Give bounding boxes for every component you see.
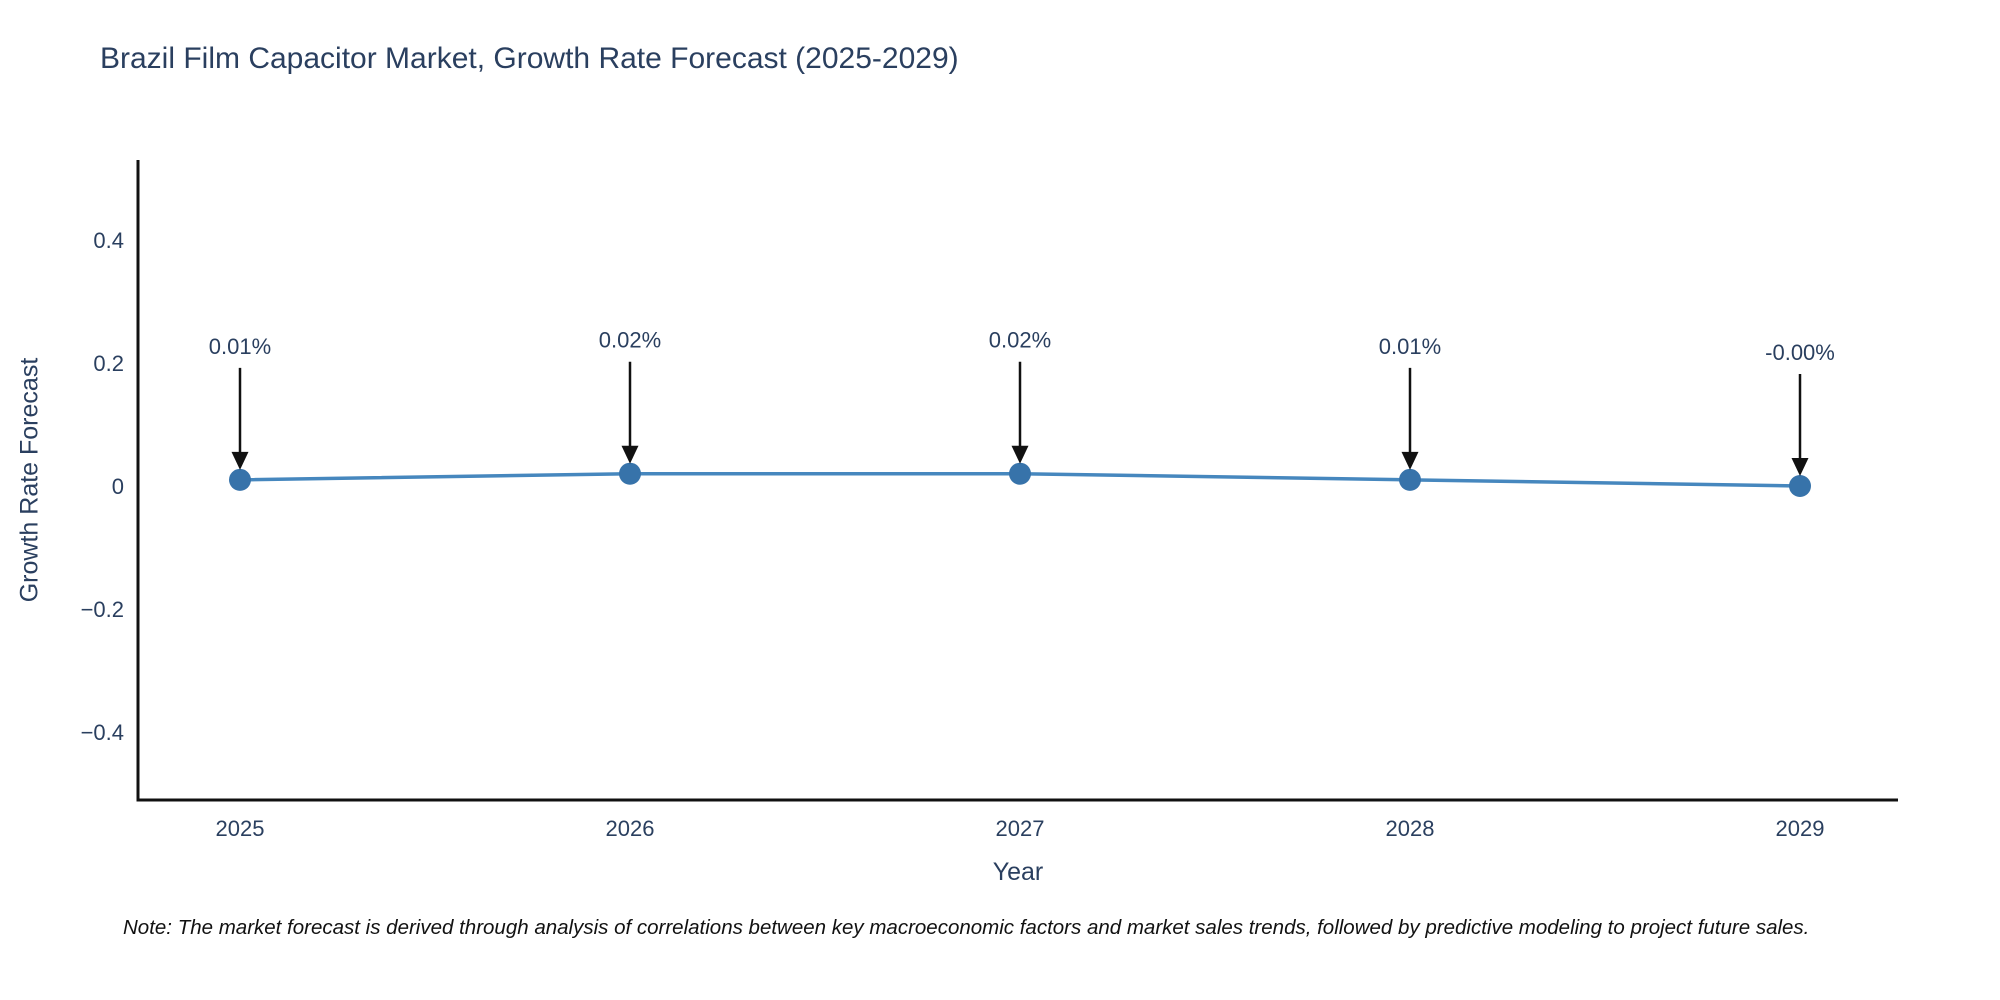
data-point-marker [1009, 462, 1031, 485]
x-tick-label: 2029 [1776, 816, 1825, 841]
annotation-arrowhead [1011, 445, 1029, 464]
annotation-label: 0.01% [209, 334, 271, 359]
y-tick-label: −0.4 [81, 720, 124, 745]
data-point-marker [229, 468, 251, 491]
footnote: Note: The market forecast is derived thr… [123, 916, 1810, 939]
x-tick-label: 2025 [216, 816, 265, 841]
data-point-marker [1399, 468, 1421, 491]
chart-title: Brazil Film Capacitor Market, Growth Rat… [100, 42, 959, 75]
annotation-arrowhead [621, 445, 639, 464]
annotation-label: 0.01% [1379, 334, 1441, 359]
annotation-arrowhead [1401, 451, 1419, 470]
y-tick-label: 0.2 [93, 351, 124, 376]
x-tick-label: 2028 [1386, 816, 1435, 841]
y-tick-label: 0 [112, 474, 124, 499]
x-tick-label: 2026 [606, 816, 655, 841]
x-tick-label: 2027 [996, 816, 1045, 841]
annotation-arrowhead [1791, 458, 1809, 476]
data-point-marker [1789, 475, 1811, 497]
annotation-label: -0.00% [1765, 340, 1835, 365]
y-tick-label: 0.4 [93, 228, 124, 253]
annotation-arrowhead [231, 451, 249, 470]
data-point-marker [619, 462, 641, 485]
annotation-label: 0.02% [599, 328, 661, 353]
annotation-label: 0.02% [989, 328, 1051, 353]
y-tick-label: −0.2 [81, 597, 124, 622]
x-axis-title: Year [992, 858, 1044, 886]
